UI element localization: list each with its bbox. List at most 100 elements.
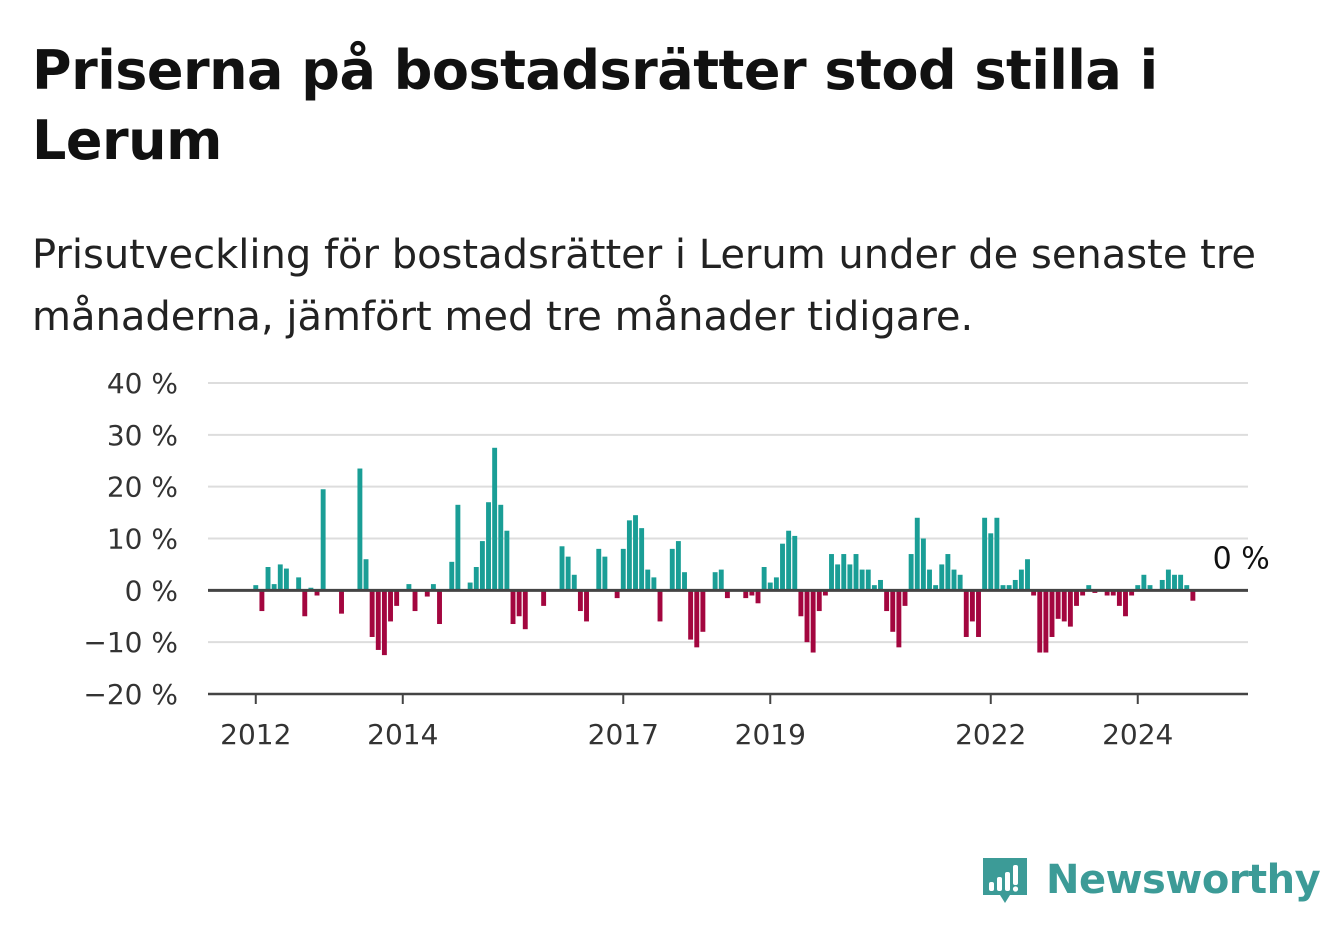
bar	[314, 590, 320, 596]
x-tick-label: 2012	[220, 718, 291, 751]
bar	[1049, 590, 1055, 637]
bar	[792, 535, 798, 591]
bar	[467, 582, 473, 591]
bar	[1018, 569, 1024, 591]
bar	[963, 590, 969, 637]
bar	[357, 468, 363, 591]
x-tick-label: 2022	[955, 718, 1026, 751]
bar	[804, 590, 810, 643]
bar	[890, 590, 896, 632]
bar	[780, 543, 785, 591]
chart-subtitle: Prisutveckling för bostadsrätter i Lerum…	[32, 232, 1257, 340]
bar	[718, 569, 724, 591]
bar	[773, 577, 779, 591]
bar	[969, 590, 975, 622]
bar	[437, 590, 442, 625]
bar	[584, 590, 589, 622]
bar	[1055, 590, 1061, 619]
bar	[1165, 569, 1171, 591]
bar	[339, 590, 344, 614]
bar	[749, 590, 755, 596]
bar	[1025, 559, 1030, 591]
bar	[1080, 590, 1086, 596]
bar	[982, 517, 988, 591]
brand-name: Newsworthy	[1046, 857, 1321, 903]
y-tick-label: 10 %	[107, 523, 178, 556]
bar	[1178, 574, 1184, 591]
bar	[1110, 590, 1116, 596]
y-tick-label: −20 %	[83, 678, 178, 711]
bar	[271, 584, 277, 591]
latest-value-label: 0 %	[1213, 541, 1270, 576]
bar	[424, 590, 430, 597]
bars	[253, 447, 1196, 656]
bar	[479, 541, 485, 591]
x-tick-label: 2017	[588, 718, 659, 751]
bar	[633, 515, 638, 591]
bar	[908, 554, 914, 591]
bar	[651, 577, 657, 591]
bar	[430, 584, 436, 591]
bar	[1043, 590, 1049, 653]
gridlines	[208, 382, 1248, 644]
bar	[767, 582, 773, 591]
bar	[1012, 579, 1018, 591]
bar	[945, 554, 951, 591]
bar	[265, 567, 271, 591]
bar	[682, 572, 687, 591]
axes: 40 % 30 % 20 % 10 % 0 % −10 % −20 % 2012 2014 201…	[83, 367, 1248, 751]
bar	[878, 579, 883, 591]
bar	[1104, 590, 1110, 596]
bar	[473, 567, 479, 591]
bar	[743, 590, 749, 599]
bar	[657, 590, 663, 622]
x-tick-label: 2019	[735, 718, 806, 751]
bar	[363, 559, 369, 591]
bar	[841, 554, 847, 591]
bar	[645, 569, 651, 591]
bar	[871, 585, 877, 591]
bar	[1074, 590, 1079, 606]
bar	[1031, 590, 1037, 596]
bar	[1006, 585, 1012, 591]
bar	[810, 590, 816, 653]
bar	[920, 538, 926, 591]
bar	[412, 590, 418, 612]
bar	[253, 585, 259, 591]
bar	[1037, 590, 1043, 653]
bar	[829, 554, 834, 591]
bar	[1172, 574, 1177, 591]
bar	[994, 517, 1000, 591]
bar	[939, 564, 945, 591]
bar	[669, 548, 675, 591]
bar	[957, 574, 963, 591]
bar	[302, 590, 308, 617]
bar	[1135, 585, 1141, 591]
y-tick-label: 40 %	[107, 367, 178, 400]
bar	[1184, 585, 1190, 591]
bar	[914, 517, 920, 591]
bar	[896, 590, 902, 648]
x-tick-label: 2024	[1102, 718, 1173, 751]
bar	[296, 577, 302, 591]
bar	[375, 590, 381, 650]
chart-title: Priserna på bostadsrätter stod stilla i …	[32, 39, 1158, 172]
bar	[259, 590, 265, 612]
bar	[1061, 590, 1067, 622]
bar	[724, 590, 730, 599]
bar	[822, 590, 828, 596]
bar	[381, 590, 387, 656]
bar	[847, 564, 853, 591]
bar	[602, 556, 608, 591]
bar	[394, 590, 400, 606]
bar	[884, 590, 890, 612]
bar	[406, 584, 412, 591]
bar	[1129, 590, 1135, 596]
bar	[577, 590, 583, 612]
newsworthy-logo-icon	[983, 858, 1027, 903]
bar	[620, 548, 626, 591]
annotations: 0 %	[1210, 538, 1273, 579]
y-tick-label: 20 %	[107, 471, 178, 504]
bar	[504, 530, 510, 591]
y-tick-label: 0 %	[125, 574, 178, 607]
